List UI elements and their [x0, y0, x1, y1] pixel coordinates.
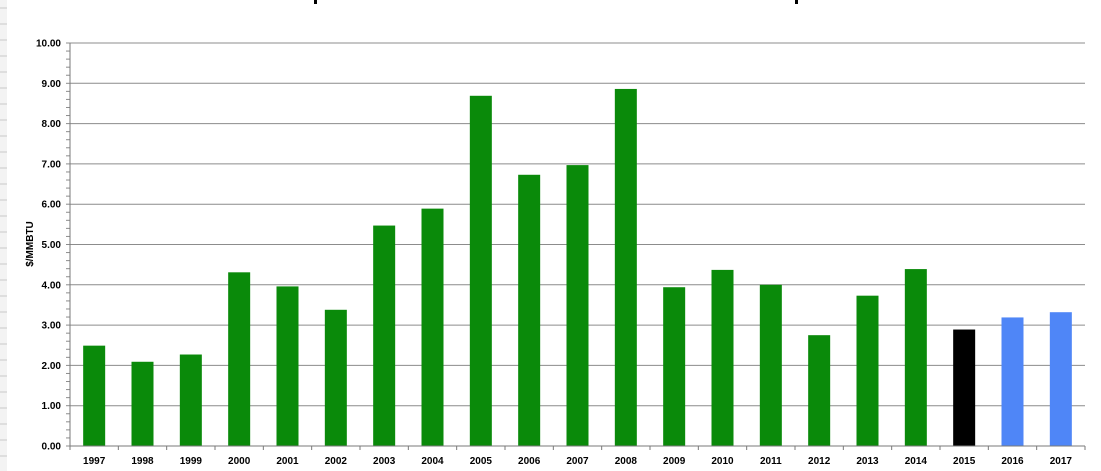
y-tick-labels: 0.00 1.00 2.00 3.00 4.00 5.00 6.00 7.00 8.00 9.00…	[36, 39, 61, 453]
bar-2008	[614, 88, 637, 446]
x-tick-label: 2005	[470, 456, 493, 467]
x-tick-label: 2006	[518, 456, 541, 467]
bar-1997	[83, 345, 106, 446]
bar-2015	[953, 329, 976, 446]
title-fragment-right	[795, 0, 798, 4]
y-tick-label: 6.00	[42, 200, 62, 211]
y-tick-label: 4.00	[42, 280, 62, 291]
y-tick-label: 10.00	[36, 39, 61, 50]
x-tick-label: 2001	[276, 456, 299, 467]
x-tick-label: 2008	[615, 456, 638, 467]
axes	[69, 43, 1085, 447]
x-tick-label: 2014	[905, 456, 928, 467]
x-tick-label: 1998	[131, 456, 154, 467]
x-tick-label: 1999	[180, 456, 203, 467]
y-tick-label: 3.00	[42, 321, 62, 332]
y-tick-label: 1.00	[42, 401, 62, 412]
bar-2016	[1001, 317, 1024, 446]
sheet-frame-ticks	[0, 7, 7, 457]
y-tick-label: 8.00	[42, 119, 62, 130]
bar-2007	[566, 165, 589, 447]
bar-2009	[663, 287, 686, 446]
y-tick-label: 9.00	[42, 79, 62, 90]
x-tick-label: 2013	[856, 456, 879, 467]
bar-2010	[711, 269, 734, 446]
bar-2005	[469, 95, 492, 446]
x-tick-label: 2016	[1001, 456, 1024, 467]
bar-2003	[373, 225, 396, 446]
y-tick-label: 5.00	[42, 240, 62, 251]
x-tick-label: 2007	[566, 456, 589, 467]
bar-2001	[276, 286, 299, 446]
bar-2011	[759, 284, 782, 446]
minor-ticks	[66, 42, 70, 447]
bar-2006	[518, 174, 541, 446]
bar-2014	[904, 269, 927, 446]
bar-2012	[808, 335, 831, 446]
x-tick-label: 2011	[760, 456, 782, 467]
bars	[83, 88, 1072, 447]
bar-2002	[324, 309, 347, 446]
x-tick-label: 2010	[711, 456, 734, 467]
y-axis-title: $/MMBTU	[25, 221, 36, 267]
y-tick-label: 7.00	[42, 159, 62, 170]
bar-2004	[421, 208, 444, 446]
bar-1999	[179, 354, 202, 446]
x-tick-label: 2003	[373, 456, 396, 467]
x-tick-label: 2009	[663, 456, 686, 467]
bar-1998	[131, 361, 154, 446]
sheet-frame-strip	[0, 0, 7, 471]
bar-2013	[856, 295, 879, 446]
bar-2017	[1049, 312, 1072, 446]
x-tick-label: 2002	[325, 456, 348, 467]
bar-2000	[228, 272, 251, 446]
x-tick-label: 2000	[228, 456, 251, 467]
title-fragment-left	[314, 0, 317, 4]
x-tick-labels: 1997 1998 1999 2000 2001 2002 2003 2004 2005 2006…	[69, 446, 1086, 467]
y-tick-label: 0.00	[42, 442, 62, 453]
x-tick-label: 2015	[953, 456, 976, 467]
y-tick-label: 2.00	[42, 361, 62, 372]
x-tick-label: 2012	[808, 456, 831, 467]
x-tick-label: 2017	[1050, 456, 1073, 467]
x-tick-label: 1997	[83, 456, 106, 467]
x-tick-label: 2004	[421, 456, 444, 467]
